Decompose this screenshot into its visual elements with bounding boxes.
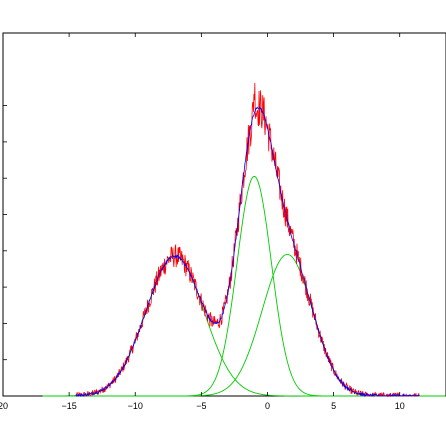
x-tick-label: −15 bbox=[61, 401, 76, 411]
fit-line bbox=[75, 106, 420, 398]
x-tick-label: 5 bbox=[331, 401, 336, 411]
plot-axes bbox=[2, 32, 446, 397]
gaussian-components bbox=[42, 175, 446, 397]
x-tick-label: −10 bbox=[128, 401, 143, 411]
x-tick-label: 0 bbox=[265, 401, 270, 411]
axis-ticks: 20 −15 −10 −5 0 5 10 bbox=[0, 33, 405, 411]
observed-line bbox=[75, 82, 420, 398]
component-curve-1 bbox=[42, 255, 446, 397]
fit-series bbox=[75, 106, 420, 398]
x-tick-label: 20 bbox=[0, 401, 8, 411]
observed-series bbox=[75, 82, 420, 398]
x-tick-label: 10 bbox=[395, 401, 405, 411]
axes-frame bbox=[2, 32, 446, 397]
x-tick-label: −5 bbox=[196, 401, 206, 411]
component-curve-3 bbox=[42, 253, 446, 397]
